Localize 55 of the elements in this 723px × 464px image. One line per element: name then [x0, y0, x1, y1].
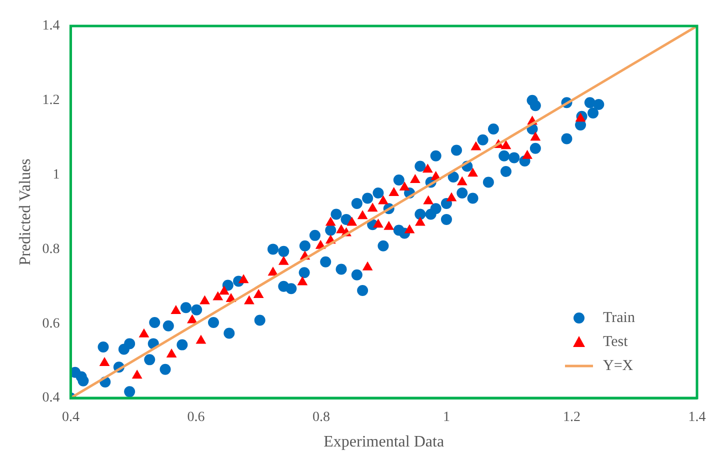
point — [170, 304, 182, 314]
legend-label: Test — [603, 334, 629, 350]
point — [404, 224, 415, 234]
point — [253, 288, 264, 298]
point — [200, 295, 210, 304]
point — [530, 132, 541, 141]
x-tick-label: 1 — [442, 410, 450, 426]
point — [138, 328, 150, 338]
point — [373, 218, 384, 228]
y-tick-label: 0.6 — [42, 316, 60, 332]
x-tick-label: 0.6 — [187, 410, 205, 426]
point — [268, 266, 278, 276]
y-tick-label: 1 — [52, 167, 60, 182]
point — [132, 370, 142, 379]
point — [166, 348, 177, 358]
point — [196, 334, 206, 344]
point — [357, 210, 368, 220]
point — [187, 314, 198, 324]
point — [212, 291, 224, 300]
x-tick-label: 0.4 — [62, 410, 80, 426]
y-tick-label: 1.4 — [42, 18, 60, 34]
point — [238, 274, 249, 284]
y-tick-label: 1.2 — [42, 93, 60, 108]
legend-label: Train — [603, 310, 636, 326]
point — [414, 216, 426, 226]
point — [399, 181, 410, 190]
point — [297, 276, 308, 286]
point — [362, 261, 373, 270]
point — [500, 140, 512, 150]
point — [470, 141, 482, 150]
x-tick-label: 0.8 — [312, 410, 330, 426]
legend-label: Y=X — [603, 358, 634, 374]
y-axis-title: Predicted Values — [16, 158, 34, 266]
point — [410, 174, 420, 184]
point — [278, 256, 289, 265]
point — [378, 195, 388, 204]
x-tick-label: 1.4 — [688, 410, 706, 426]
point — [384, 220, 394, 230]
point — [446, 192, 457, 202]
point — [456, 176, 468, 186]
y-tick-label: 0.4 — [42, 390, 60, 406]
point — [423, 195, 434, 204]
point — [325, 216, 336, 226]
x-tick-label: 1.2 — [562, 410, 580, 426]
point — [522, 150, 532, 159]
point — [244, 295, 254, 304]
point — [367, 202, 378, 212]
point — [99, 357, 110, 366]
point — [218, 286, 230, 295]
point — [468, 168, 478, 177]
point — [388, 187, 400, 196]
x-axis-title: Experimental Data — [324, 434, 444, 451]
point — [346, 216, 358, 226]
point — [422, 164, 433, 173]
y-tick-label: 0.8 — [42, 242, 60, 257]
